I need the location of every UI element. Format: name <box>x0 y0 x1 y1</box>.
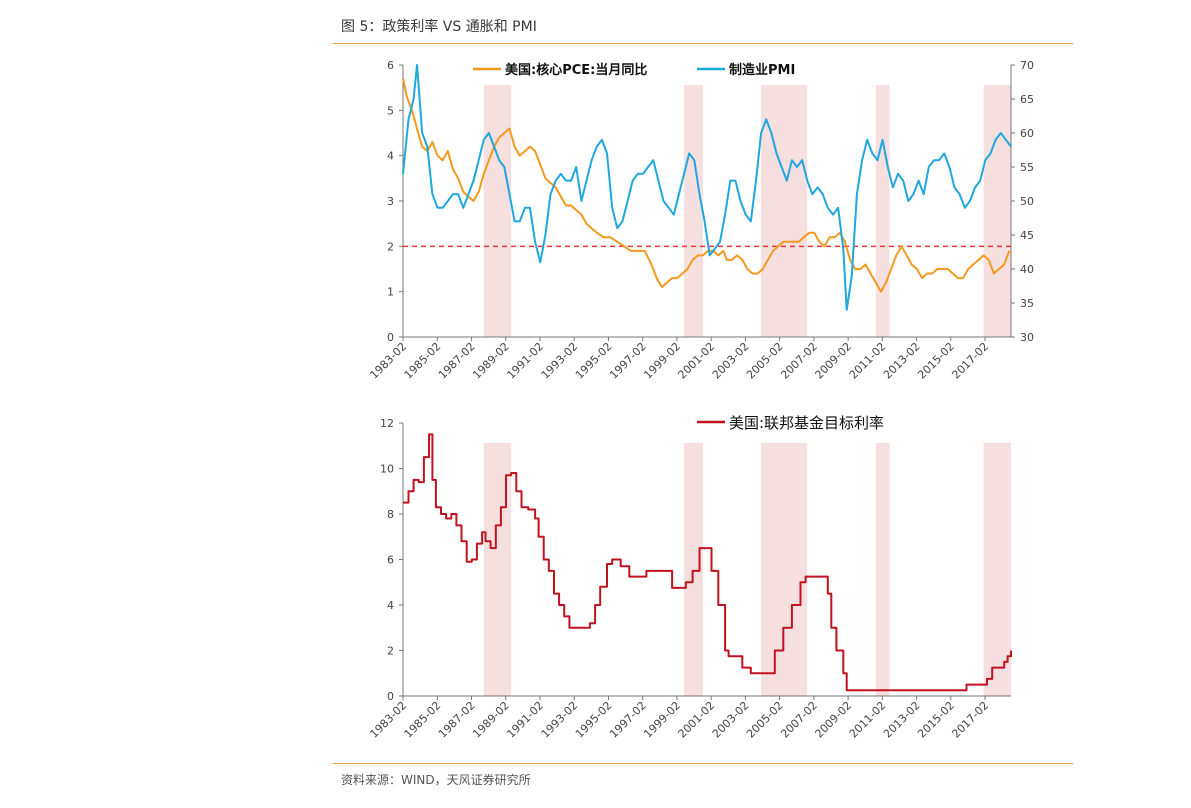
y-tick-label: 8 <box>387 508 394 521</box>
legend-label-0: 美国:核心PCE:当月同比 <box>505 62 647 78</box>
y-tick-label: 6 <box>387 554 394 567</box>
x-tick-label: 1985-02 <box>402 340 444 382</box>
x-tick-label: 1983-02 <box>367 340 409 382</box>
y-tick-label: 1 <box>387 286 394 299</box>
x-tick-label: 1989-02 <box>470 699 512 741</box>
shaded-period-3 <box>875 85 890 337</box>
shaded-period-1 <box>684 443 703 696</box>
y-right-tick-label: 30 <box>1020 331 1034 344</box>
figure-title: 图 5：政策利率 VS 通胀和 PMI <box>341 19 537 35</box>
shaded-period-0 <box>483 443 512 696</box>
y-tick-label: 5 <box>387 104 394 117</box>
y-tick-label: 6 <box>387 59 394 72</box>
x-tick-label: 1997-02 <box>607 699 649 741</box>
x-tick-label: 1987-02 <box>436 340 478 382</box>
x-tick-label: 2009-02 <box>813 699 855 741</box>
x-tick-label: 1985-02 <box>402 699 444 741</box>
x-tick-label: 1999-02 <box>641 340 683 382</box>
legend-label-1: 制造业PMI <box>729 62 795 78</box>
x-tick-label: 2011-02 <box>847 699 889 741</box>
shaded-period-4 <box>983 443 1011 696</box>
y-right-tick-label: 35 <box>1020 297 1034 310</box>
x-tick-label: 2017-02 <box>949 699 991 741</box>
x-tick-label: 1997-02 <box>607 340 649 382</box>
source-note: 资料来源：WIND，天风证券研究所 <box>341 773 531 787</box>
y-right-tick-label: 70 <box>1020 59 1034 72</box>
x-tick-label: 2007-02 <box>778 699 820 741</box>
x-tick-label: 2015-02 <box>915 699 957 741</box>
x-tick-label: 1993-02 <box>539 699 581 741</box>
y-tick-label: 3 <box>387 195 394 208</box>
x-tick-label: 2005-02 <box>744 699 786 741</box>
x-tick-label: 1995-02 <box>573 699 615 741</box>
y-right-tick-label: 40 <box>1020 263 1034 276</box>
x-tick-label: 2003-02 <box>710 340 752 382</box>
y-right-tick-label: 65 <box>1020 93 1034 106</box>
series-line-0 <box>403 433 1012 692</box>
x-tick-label: 2005-02 <box>744 340 786 382</box>
x-tick-label: 2003-02 <box>710 699 752 741</box>
y-right-tick-label: 55 <box>1020 161 1034 174</box>
bottom-rule <box>333 763 1073 764</box>
x-tick-label: 2015-02 <box>915 340 957 382</box>
shaded-period-0 <box>483 85 512 337</box>
y-right-tick-label: 50 <box>1020 195 1034 208</box>
x-tick-label: 1987-02 <box>436 699 478 741</box>
shaded-period-3 <box>875 443 890 696</box>
x-tick-label: 1993-02 <box>539 340 581 382</box>
x-tick-label: 2001-02 <box>676 340 718 382</box>
y-tick-label: 2 <box>387 645 394 658</box>
x-tick-label: 2007-02 <box>778 340 820 382</box>
y-tick-label: 4 <box>387 150 394 163</box>
y-right-tick-label: 45 <box>1020 229 1034 242</box>
shaded-period-2 <box>761 443 808 696</box>
x-tick-label: 1991-02 <box>504 699 546 741</box>
series-line-1 <box>402 64 1012 311</box>
x-tick-label: 1991-02 <box>504 340 546 382</box>
x-tick-label: 1989-02 <box>470 340 512 382</box>
top-rule <box>333 43 1073 44</box>
y-tick-label: 2 <box>387 240 394 253</box>
y-tick-label: 12 <box>380 417 394 430</box>
x-tick-label: 1983-02 <box>367 699 409 741</box>
y-tick-label: 10 <box>380 463 394 476</box>
x-tick-label: 1995-02 <box>573 340 615 382</box>
x-tick-label: 2009-02 <box>813 340 855 382</box>
legend-label-2: 美国:联邦基金目标利率 <box>729 414 884 432</box>
y-tick-label: 0 <box>387 690 394 703</box>
shaded-period-1 <box>684 85 703 337</box>
x-tick-label: 2011-02 <box>847 340 889 382</box>
x-tick-label: 1999-02 <box>641 699 683 741</box>
bottom-chart: 0246810121983-021985-021987-021989-02199… <box>367 414 1012 741</box>
y-tick-label: 0 <box>387 331 394 344</box>
x-tick-label: 2001-02 <box>676 699 718 741</box>
y-right-tick-label: 60 <box>1020 127 1034 140</box>
x-tick-label: 2017-02 <box>949 340 991 382</box>
shaded-period-4 <box>983 85 1011 337</box>
x-tick-label: 2013-02 <box>881 340 923 382</box>
top-chart: 01234563035404550556065701983-021985-021… <box>367 59 1034 382</box>
y-tick-label: 4 <box>387 599 394 612</box>
x-tick-label: 2013-02 <box>881 699 923 741</box>
